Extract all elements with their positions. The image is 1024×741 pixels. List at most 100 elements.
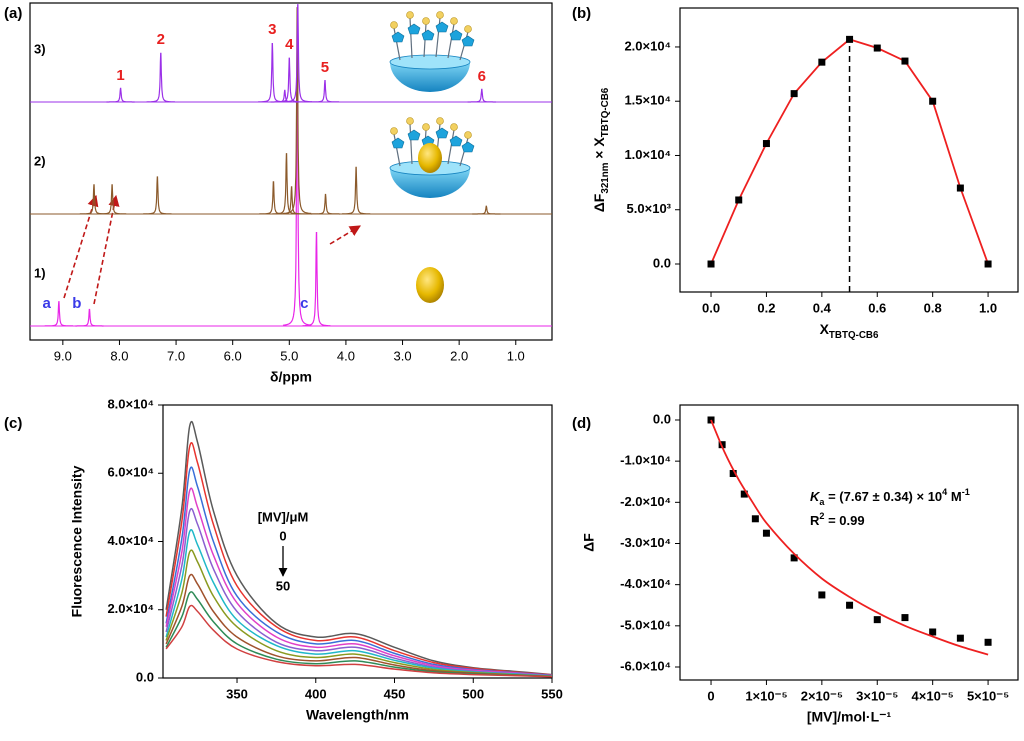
label-part: × X: [591, 137, 607, 163]
y-tick-label: 0.0: [653, 255, 671, 270]
peak-label: 3: [268, 21, 276, 38]
x-tick-label: 8.0: [110, 348, 128, 363]
x-tick-label: 0: [707, 688, 714, 703]
peak-label: b: [72, 295, 81, 312]
y-axis-label: ΔF: [581, 533, 597, 552]
peak: [44, 301, 73, 327]
marker: [901, 57, 909, 65]
peak: [302, 232, 331, 327]
marker: [751, 515, 759, 523]
fit-line: [710, 419, 989, 656]
annotation: Ka = (7.67 ± 0.34) × 104 M-1: [810, 487, 970, 507]
annotation: R2 = 0.99: [810, 511, 865, 528]
label-part: 321nm: [600, 162, 611, 193]
x-tick-label: 6.0: [224, 348, 242, 363]
y-tick-label: 2.0×10⁴: [107, 601, 154, 616]
trace-label: 2): [34, 153, 46, 168]
y-tick-label: 0.0: [136, 669, 154, 684]
marker: [729, 470, 737, 478]
marker: [901, 614, 909, 622]
x-tick-label: 4.0: [337, 348, 355, 363]
label-part: 4: [942, 487, 948, 497]
x-tick-label: 3.0: [393, 348, 411, 363]
x-tick-label: 4×10⁻⁵: [912, 688, 954, 703]
x-tick-label: 1.0: [979, 300, 997, 315]
x-tick-label: 0.0: [702, 300, 720, 315]
x-tick-label: 0.8: [924, 300, 942, 315]
y-tick-label: 4.0×10⁴: [107, 533, 154, 548]
annotation: 0: [279, 528, 286, 543]
marker: [846, 601, 854, 609]
peak: [275, 57, 304, 103]
marker: [984, 260, 992, 268]
peak-label: a: [43, 295, 52, 312]
x-tick-label: 5.0: [280, 348, 298, 363]
y-tick-label: -5.0×10⁴: [620, 617, 671, 632]
x-tick-label: 350: [226, 686, 248, 701]
y-tick-label: 1.0×10⁴: [624, 147, 671, 162]
x-tick-label: 9.0: [54, 348, 72, 363]
x-tick-label: 1.0: [507, 348, 525, 363]
label-part: K: [810, 489, 821, 504]
series-line: [165, 441, 553, 676]
complex-cartoon: [389, 116, 475, 199]
peak: [310, 80, 340, 103]
series-line: [165, 420, 553, 676]
peak: [79, 184, 109, 215]
x-tick-label: 3×10⁻⁵: [856, 688, 898, 703]
marker: [956, 634, 964, 642]
trace-label: 1): [34, 265, 46, 280]
label-part: R: [810, 513, 820, 528]
series-line: [165, 466, 553, 677]
x-tick-label: 1×10⁻⁵: [745, 688, 787, 703]
marker: [735, 196, 743, 204]
x-tick-label: 7.0: [167, 348, 185, 363]
panel-label: (d): [572, 415, 591, 432]
guest-cartoon: [416, 267, 444, 303]
y-tick-label: -3.0×10⁴: [620, 535, 671, 550]
peak-label: 5: [321, 59, 329, 76]
series-line: [165, 487, 553, 677]
peak: [467, 88, 496, 103]
y-tick-label: 5.0×10³: [627, 201, 672, 216]
label-part: ΔF: [591, 193, 607, 212]
peak: [146, 52, 175, 103]
label-part: -1: [962, 487, 970, 497]
label-part: TBTQ-CB6: [600, 87, 611, 137]
panel-label: (b): [572, 5, 591, 22]
peak: [106, 87, 135, 103]
x-tick-label: 0.6: [868, 300, 886, 315]
marker: [929, 628, 937, 636]
peak: [143, 176, 172, 215]
marker: [818, 591, 826, 599]
y-axis-label: Fluorescence Intensity: [69, 465, 85, 617]
y-tick-label: 2.0×10⁴: [624, 38, 671, 53]
peak: [97, 184, 127, 215]
marker: [790, 554, 798, 562]
peak: [259, 181, 288, 215]
label-part: M: [947, 489, 961, 504]
peak: [342, 166, 371, 215]
x-axis-label: XTBTQ-CB6: [820, 321, 879, 341]
annotation: [MV]/μM: [258, 509, 309, 524]
label-part: = (7.67 ± 0.34) × 10: [824, 489, 942, 504]
marker: [873, 44, 881, 52]
y-axis-label: ΔF321nm × XTBTQ-CB6: [591, 87, 611, 212]
marker: [790, 90, 798, 98]
annotation: 50: [276, 578, 290, 593]
peak: [472, 205, 501, 215]
y-tick-label: 8.0×10⁴: [107, 396, 154, 411]
x-tick-label: 0.2: [757, 300, 775, 315]
x-tick-label: 400: [305, 686, 327, 701]
x-tick-label: 550: [541, 686, 563, 701]
label-part: = 0.99: [824, 513, 864, 528]
marker: [956, 184, 964, 192]
peak: [311, 193, 340, 215]
peak: [75, 308, 104, 327]
marker: [818, 58, 826, 66]
marker: [873, 616, 881, 624]
y-tick-label: 1.5×10⁴: [624, 93, 671, 108]
y-tick-label: -6.0×10⁴: [620, 658, 671, 673]
peak: [277, 186, 306, 215]
